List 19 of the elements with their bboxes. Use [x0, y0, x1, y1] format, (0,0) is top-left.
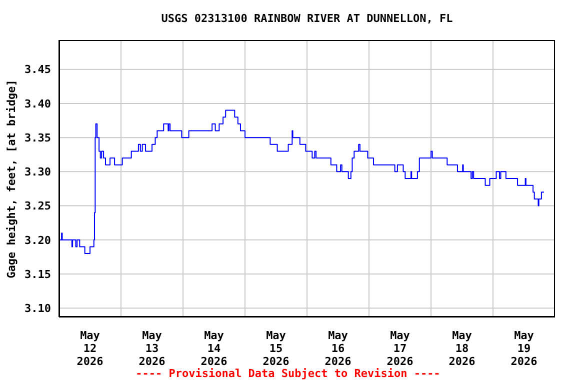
y-tick-label: 3.20 — [24, 234, 51, 247]
x-tick-label: May 18 2026 — [448, 329, 476, 368]
x-tick-label: May 16 2026 — [324, 329, 352, 368]
x-tick-label: May 14 2026 — [200, 329, 228, 368]
x-tick-label: May 12 2026 — [76, 329, 104, 368]
text: ---- Provisional Data Subject to Revision ---- — [134, 367, 442, 380]
y-tick-label: 3.35 — [24, 131, 51, 144]
y-axis-title: Gage height, feet, [at bridge] — [4, 78, 19, 280]
x-tick-label: May 13 2026 — [138, 329, 166, 368]
y-tick-label: 3.30 — [24, 166, 51, 179]
y-tick-label: 3.15 — [24, 268, 51, 281]
y-tick-label: 3.10 — [24, 302, 51, 316]
y-tick-label: 3.40 — [24, 97, 51, 110]
x-tick-label: May 17 2026 — [386, 329, 414, 368]
chart-title: USGS 02313100 RAINBOW RIVER AT DUNNELLON, FL — [160, 12, 454, 25]
y-tick-label: 3.45 — [24, 63, 51, 76]
x-tick-label: May 15 2026 — [262, 329, 290, 368]
y-tick-label: 3.25 — [24, 200, 51, 213]
x-tick-label: May 19 2026 — [510, 329, 538, 368]
